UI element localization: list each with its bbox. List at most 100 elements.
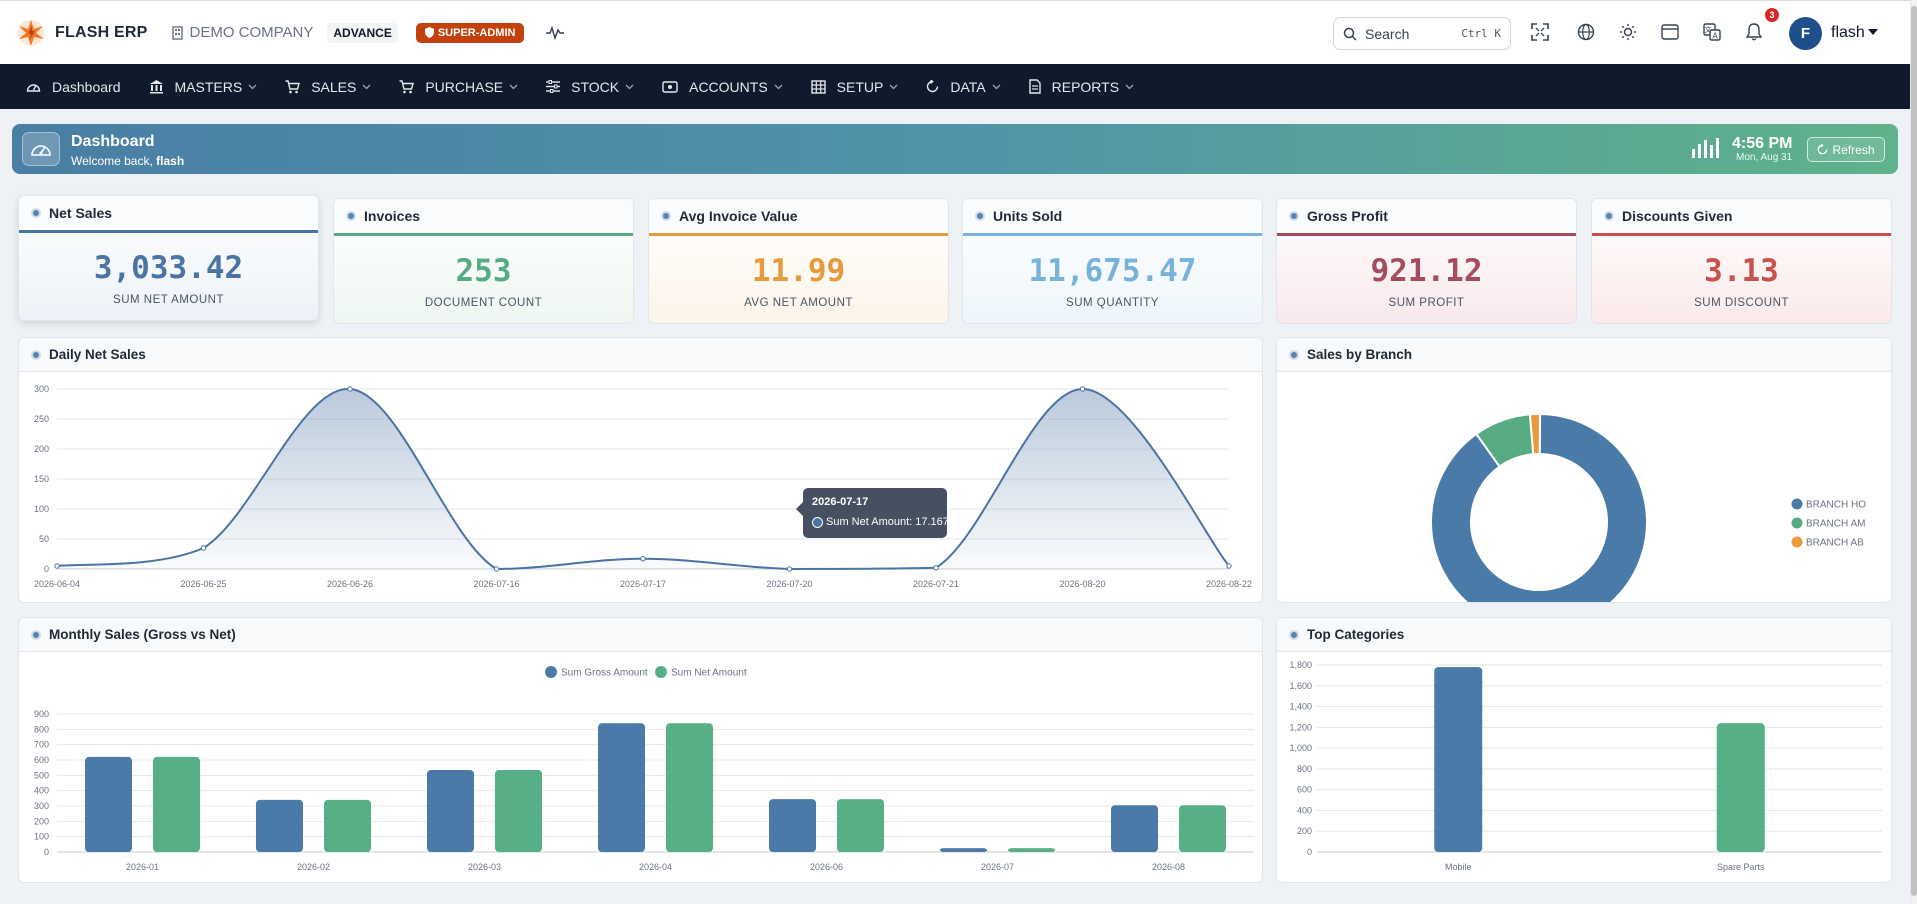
- y-tick-label: 1,000: [1289, 743, 1312, 753]
- fullscreen-icon[interactable]: [1530, 22, 1550, 42]
- bar: [324, 799, 371, 852]
- window-icon[interactable]: [1660, 22, 1680, 42]
- sun-icon[interactable]: [1618, 22, 1638, 42]
- role-label: SUPER-ADMIN: [437, 26, 516, 39]
- avatar[interactable]: F: [1789, 17, 1822, 50]
- nav-item-sales[interactable]: SALES: [285, 64, 371, 109]
- user-menu-caret-icon[interactable]: [1868, 29, 1878, 35]
- data-point: [786, 566, 793, 572]
- y-tick-label: 200: [34, 444, 49, 454]
- bar: [495, 769, 542, 852]
- x-tick-label: Mobile: [1445, 862, 1472, 872]
- refresh-button[interactable]: Refresh: [1807, 137, 1885, 162]
- stat-title: Discounts Given: [1622, 208, 1733, 224]
- y-tick-label: 300: [34, 384, 49, 394]
- stat-card-header: Units Sold: [963, 199, 1262, 233]
- y-tick-label: 600: [34, 755, 49, 765]
- brand[interactable]: FLASH ERP: [16, 18, 147, 48]
- stat-value: 921.12: [1370, 253, 1483, 289]
- bar: [1111, 805, 1158, 852]
- chevron-down-icon: [509, 84, 518, 89]
- dashboard-icon: [26, 84, 41, 92]
- monthly-sales-panel: Monthly Sales (Gross vs Net) 0 100 200 300 4…: [18, 617, 1263, 883]
- bar: [666, 723, 713, 852]
- x-tick-label: 2026-06-04: [34, 579, 80, 589]
- stat-label: AVG NET AMOUNT: [744, 297, 853, 309]
- daily-net-sales-chart[interactable]: 0 50 100 150 200 250 300 2026-06-04 2026-06-25 20…: [19, 372, 1263, 602]
- stat-card-units-sold[interactable]: Units Sold 11,675.47 SUM QUANTITY: [962, 198, 1263, 324]
- stat-card-header: Discounts Given: [1592, 199, 1891, 233]
- x-tick-label: 2026-04: [639, 862, 672, 872]
- bell-icon[interactable]: [1744, 22, 1764, 42]
- data-point: [347, 386, 353, 392]
- y-tick-label: 250: [34, 414, 49, 424]
- stat-card-avg-invoice-value[interactable]: Avg Invoice Value 11.99 AVG NET AMOUNT: [648, 198, 949, 324]
- y-tick-label: 0: [44, 847, 49, 857]
- nav-item-masters[interactable]: MASTERS: [149, 64, 258, 109]
- stat-title: Net Sales: [49, 205, 113, 221]
- nav-label: REPORTS: [1051, 78, 1120, 95]
- globe-icon[interactable]: [1576, 22, 1596, 42]
- user-name[interactable]: flash: [1831, 24, 1865, 41]
- bank-icon: [149, 80, 163, 94]
- company-selector[interactable]: DEMO COMPANY: [172, 24, 313, 41]
- x-tick-label: 2026-08-20: [1059, 579, 1105, 589]
- status-dot: [1289, 629, 1299, 640]
- nav-item-accounts[interactable]: ACCOUNTS: [662, 64, 783, 109]
- x-tick-label: 2026-07: [981, 862, 1014, 872]
- monthly-sales-chart[interactable]: 0 100 200 300 400 500 600 700 800 900 2026-01 2026-…: [19, 652, 1263, 882]
- tooltip-series-swatch: [812, 516, 823, 528]
- y-tick-label: 200: [34, 816, 49, 826]
- nav-item-stock[interactable]: STOCK: [546, 64, 634, 109]
- stat-value: 3,033.42: [93, 250, 244, 286]
- nav-item-purchase[interactable]: PURCHASE: [399, 64, 518, 109]
- x-tick-label: 2026-06: [810, 862, 843, 872]
- stat-card-gross-profit[interactable]: Gross Profit 921.12 SUM PROFIT: [1276, 198, 1577, 324]
- nav-item-setup[interactable]: SETUP: [810, 64, 899, 109]
- svg-text:A: A: [1712, 32, 1718, 41]
- stat-label: DOCUMENT COUNT: [424, 297, 543, 309]
- chevron-down-icon: [362, 84, 371, 89]
- sales-by-branch-chart[interactable]: BRANCH HO BRANCH AM BRANCH AB: [1277, 372, 1892, 602]
- y-tick-label: 900: [34, 709, 49, 719]
- svg-text:文: 文: [1705, 25, 1712, 34]
- top-categories-chart[interactable]: 0 200 400 600 800 1,000 1,200 1,400 1,600 1,800 Mo…: [1277, 652, 1892, 882]
- x-tick-label: 2026-06-26: [327, 579, 373, 589]
- nav-item-data[interactable]: DATA: [926, 64, 1001, 109]
- nav-item-reports[interactable]: REPORTS: [1028, 64, 1134, 109]
- y-tick-label: 0: [1307, 847, 1312, 857]
- stat-accent-line: [334, 233, 633, 236]
- bar: [153, 756, 200, 852]
- stat-card-invoices[interactable]: Invoices 253 DOCUMENT COUNT: [333, 198, 634, 324]
- y-tick-label: 500: [34, 770, 49, 780]
- stat-card-net-sales[interactable]: Net Sales 3,033.42 SUM NET AMOUNT: [18, 195, 319, 321]
- welcome-user: flash: [156, 154, 185, 168]
- stat-label: SUM DISCOUNT: [1694, 297, 1789, 309]
- tooltip-date: 2026-07-17: [812, 496, 869, 508]
- chart-tooltip: 2026-07-17 Sum Net Amount: 17.167: [796, 488, 949, 538]
- stat-accent-line: [649, 233, 948, 236]
- vertical-scrollbar-thumb[interactable]: [1911, 6, 1917, 896]
- clock-time: 4:56 PM: [1732, 135, 1793, 152]
- stat-label: SUM NET AMOUNT: [113, 294, 224, 306]
- nav-label: PURCHASE: [425, 78, 504, 95]
- stat-card-discounts-given[interactable]: Discounts Given 3.13 SUM DISCOUNT: [1591, 198, 1892, 324]
- activity-icon[interactable]: [546, 25, 565, 40]
- data-point: [640, 555, 646, 562]
- panel-title: Sales by Branch: [1307, 347, 1413, 362]
- status-dot: [661, 211, 671, 221]
- chevron-down-icon: [248, 84, 257, 89]
- y-tick-label: 300: [34, 801, 49, 811]
- status-dot: [31, 208, 41, 218]
- y-tick-label: 1,400: [1289, 702, 1312, 712]
- y-tick-label: 1,600: [1289, 681, 1312, 691]
- stat-value: 3.13: [1704, 253, 1779, 289]
- nav-item-dashboard[interactable]: Dashboard: [26, 64, 121, 109]
- x-tick-label: 2026-07-16: [473, 579, 519, 589]
- chevron-down-icon: [625, 84, 634, 89]
- search-input[interactable]: Search Ctrl K: [1333, 17, 1511, 50]
- bar: [598, 723, 645, 852]
- building-icon: [172, 25, 184, 40]
- page-title: Dashboard: [71, 133, 155, 150]
